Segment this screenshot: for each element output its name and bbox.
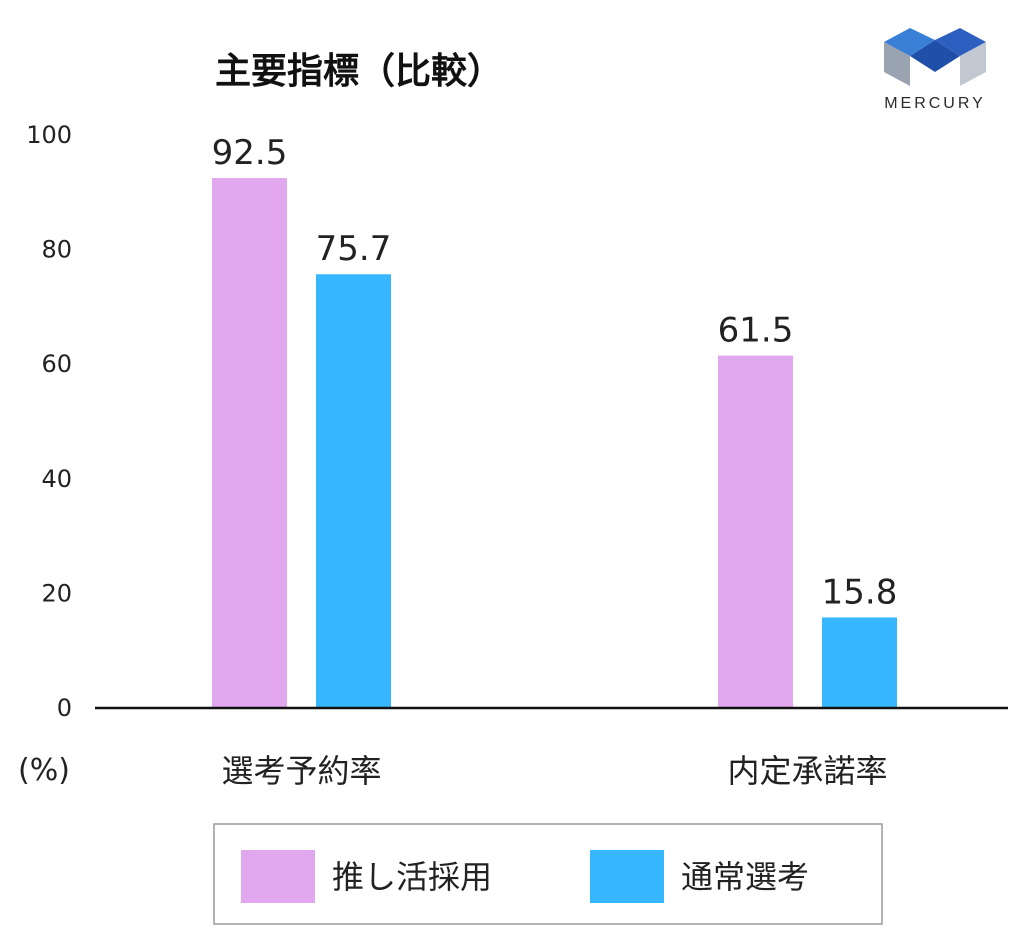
legend-swatch-2	[590, 850, 664, 903]
x-category-label: 内定承諾率	[727, 752, 887, 790]
mercury-m-logo-icon	[884, 28, 986, 86]
y-axis-ticks: 0 20 40 60 80 100	[26, 121, 72, 722]
bar-1-1	[212, 177, 287, 709]
bars	[212, 177, 897, 709]
data-label: 75.7	[316, 229, 392, 269]
mercury-logo: MERCURY	[884, 28, 986, 112]
y-tick-label: 0	[57, 694, 72, 722]
legend-label-1: 推し活採用	[332, 858, 492, 896]
y-tick-label: 40	[41, 465, 72, 493]
y-tick-label: 20	[41, 579, 72, 607]
bar-2-1	[316, 274, 391, 708]
unit-label: (%)	[18, 753, 70, 788]
data-label: 92.5	[212, 133, 288, 173]
y-tick-label: 60	[41, 350, 72, 378]
y-tick-label: 80	[41, 236, 72, 264]
chart-title: 主要指標（比較）	[215, 51, 503, 92]
y-tick-label: 100	[26, 121, 72, 149]
data-label: 61.5	[718, 311, 794, 351]
x-category-label: 選考予約率	[221, 752, 381, 790]
data-label: 15.8	[822, 572, 898, 612]
bar-2-2	[822, 617, 897, 708]
data-labels: 92.5 75.7 61.5 15.8	[212, 133, 898, 612]
legend: 推し活採用 通常選考	[213, 823, 883, 925]
bar-1-2	[718, 355, 793, 708]
logo-text: MERCURY	[884, 95, 986, 112]
x-axis-categories: 選考予約率 内定承諾率	[221, 752, 887, 790]
legend-box	[213, 823, 883, 925]
legend-label-2: 通常選考	[681, 858, 809, 896]
legend-swatch-1	[241, 850, 315, 903]
